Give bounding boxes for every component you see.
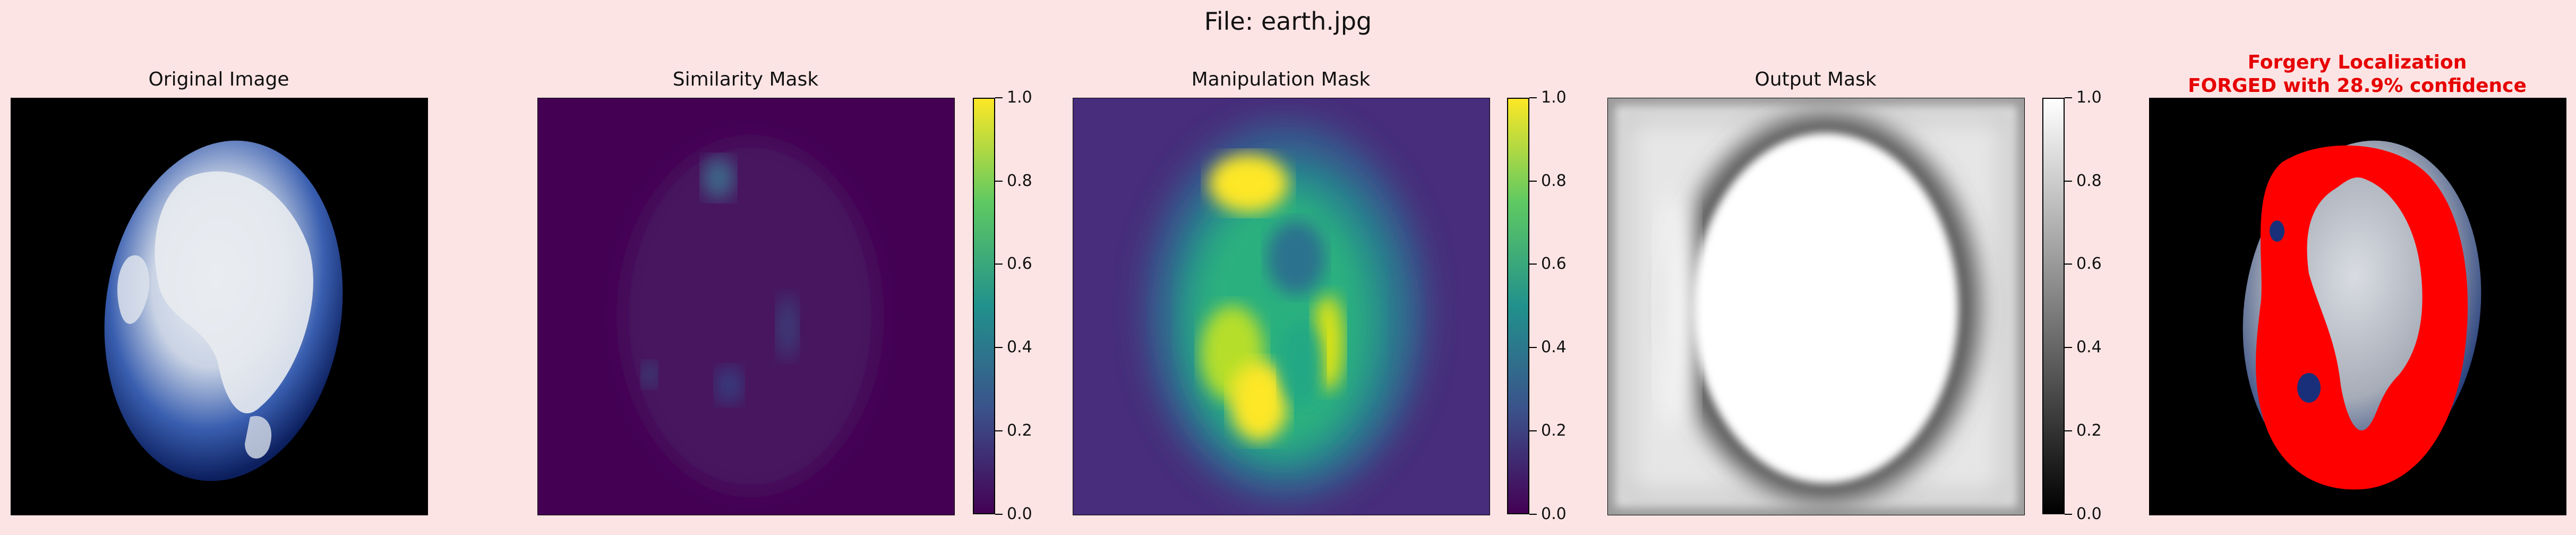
localization-overlay-image	[2149, 98, 2566, 515]
output-colorbar-tick: 0.0	[2065, 505, 2102, 523]
manipulation-colorbar-tick: 0.0	[1529, 505, 1567, 523]
output-colorbar-tick: 0.2	[2065, 421, 2102, 440]
similarity-colorbar-tick: 1.0	[995, 88, 1032, 107]
panel-title-original: Original Image	[148, 69, 289, 90]
panel-title-manipulation: Manipulation Mask	[1191, 69, 1371, 90]
similarity-colorbar-tick: 0.6	[995, 254, 1032, 273]
manipulation-colorbar-tick: 0.6	[1529, 254, 1567, 273]
manipulation-colorbar-tick: 1.0	[1529, 88, 1567, 107]
similarity-mask-image	[537, 98, 955, 515]
panel-title-output: Output Mask	[1755, 69, 1877, 90]
output-colorbar	[2042, 98, 2065, 514]
output-colorbar-tick: 0.4	[2065, 338, 2102, 356]
localization-title-line2: FORGED with 28.9% confidence	[2188, 75, 2527, 97]
figure-title: File: earth.jpg	[1204, 7, 1372, 36]
manipulation-mask-image	[1073, 98, 1490, 515]
similarity-colorbar-tick: 0.2	[995, 421, 1032, 440]
manipulation-colorbar-tick: 0.4	[1529, 338, 1567, 356]
output-colorbar-tick: 0.6	[2065, 254, 2102, 273]
similarity-colorbar	[973, 98, 995, 514]
output-colorbar-tick: 0.8	[2065, 172, 2102, 190]
output-mask-image	[1607, 98, 2025, 515]
manipulation-colorbar-tick: 0.8	[1529, 172, 1567, 190]
panel-title-localization: Forgery Localization FORGED with 28.9% c…	[2149, 51, 2565, 97]
output-colorbar-tick: 1.0	[2065, 88, 2102, 107]
similarity-colorbar-tick: 0.0	[995, 505, 1032, 523]
similarity-colorbar-tick: 0.4	[995, 338, 1032, 356]
similarity-colorbar-tick: 0.8	[995, 172, 1032, 190]
panel-title-similarity: Similarity Mask	[672, 69, 819, 90]
localization-title-line1: Forgery Localization	[2247, 52, 2467, 73]
original-image	[11, 98, 428, 515]
manipulation-colorbar-tick: 0.2	[1529, 421, 1567, 440]
manipulation-colorbar	[1507, 98, 1529, 514]
